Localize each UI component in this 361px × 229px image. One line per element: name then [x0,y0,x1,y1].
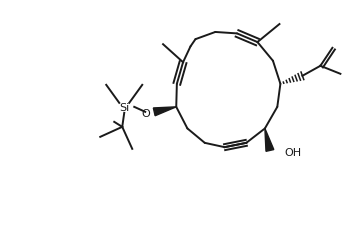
Text: O: O [142,108,151,118]
Text: Si: Si [119,102,129,112]
Polygon shape [265,129,274,152]
Polygon shape [153,107,176,116]
Text: OH: OH [284,148,301,158]
